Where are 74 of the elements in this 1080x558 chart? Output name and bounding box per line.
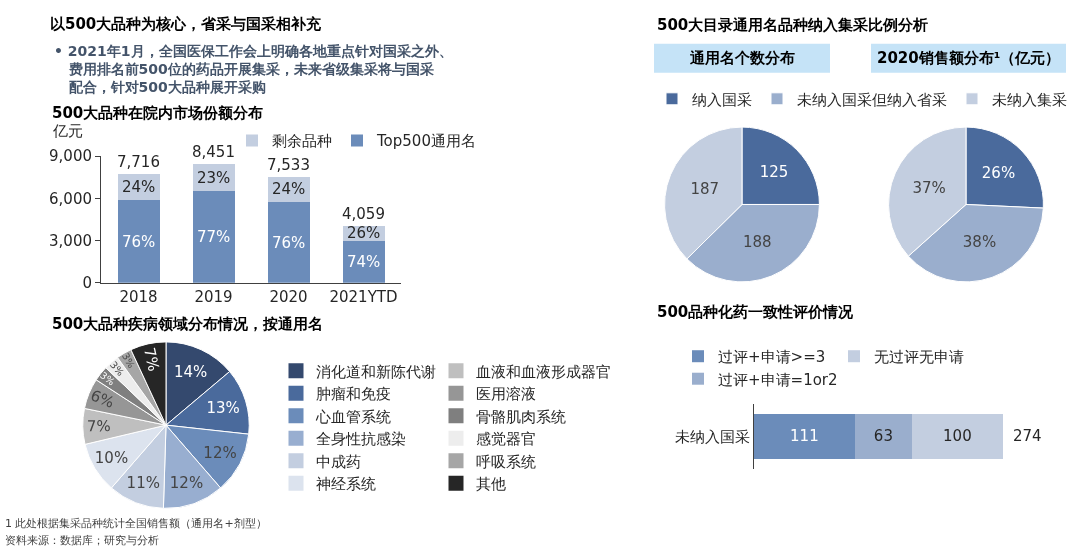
chart-subtitle: 通用名个数分布 (689, 49, 795, 67)
y-tick-label: 9,000 (49, 147, 92, 166)
annotation: 74% (347, 253, 381, 271)
data-label: 7% (86, 416, 111, 436)
legend-label: 剩余品种 (272, 132, 332, 151)
x-tick-label: 2020 (269, 287, 308, 306)
chart-title: 500大品种在院内市场份额分布 (52, 104, 264, 122)
annotation: 76% (272, 234, 306, 252)
data-label: 6% (87, 386, 117, 412)
legend-label: 呼吸系统 (476, 452, 536, 471)
chart-title: 2020销售额分布¹（亿元） (877, 49, 1061, 67)
annotation: 23% (197, 169, 231, 187)
text: • 2021年1月，全国医保工作会上明确各地重点针对国采之外、费用排名前500位的药品开展集采，未来省级集采将与国采配合，针对500大品种展开采购 (54, 43, 453, 96)
legend-label: 肿瘤和免疫 (316, 385, 391, 404)
data-label: 188 (742, 232, 772, 251)
data-label: 14% (174, 363, 208, 382)
data-label: 26% (981, 164, 1016, 183)
legend-label: 未纳入国采但纳入省采 (797, 90, 947, 109)
legend-label: 骨骼肌肉系统 (476, 407, 566, 426)
legend-label: 全身性抗感染 (316, 430, 406, 449)
data-label: 11% (126, 474, 160, 493)
legend-label: 过评+申请=1or2 (718, 370, 838, 389)
text: 以500大品种为核心，省采与国采相补充 (50, 15, 323, 33)
data-label: 63 (873, 427, 893, 446)
data-label: 12% (203, 444, 237, 463)
data-label: 37% (912, 178, 946, 197)
legend-label: 纳入国采 (692, 90, 752, 109)
legend-label: 神经系统 (316, 475, 376, 494)
y-tick-label: 未纳入国采 (675, 427, 750, 446)
legend-label: 心血管系统 (315, 407, 391, 426)
total-label: 4,059 (342, 205, 385, 223)
total-label: 274 (1013, 427, 1042, 445)
bar (267, 202, 310, 283)
data-label: 187 (690, 179, 720, 198)
chart-title: 500大品种疾病领域分布情况，按通用名 (52, 315, 324, 333)
total-label: 8,451 (192, 143, 235, 161)
data-label: 38% (962, 233, 997, 252)
bar (192, 191, 235, 283)
legend-label: Top500通用名 (376, 132, 476, 151)
legend-label: 未纳入集采 (992, 90, 1067, 109)
data-label: 7% (140, 345, 163, 374)
annotation: 24% (122, 178, 156, 196)
annotation: 26% (347, 224, 381, 242)
text: 资料来源：数据库；研究与分析 (5, 534, 159, 547)
annotation: 76% (122, 233, 156, 251)
legend-label: 感觉器官 (476, 430, 536, 449)
legend-label: 血液和血液形成器官 (476, 362, 611, 381)
data-label: 12% (169, 473, 204, 492)
total-label: 7,716 (117, 153, 160, 171)
x-tick-label: 2018 (119, 287, 158, 306)
annotation: 24% (272, 180, 306, 198)
legend-label: 无过评无申请 (874, 348, 964, 367)
data-label: 125 (759, 163, 789, 182)
bar (117, 200, 160, 283)
x-tick-label: 2021YTD (329, 287, 398, 306)
legend-label: 中成药 (316, 452, 361, 471)
x-tick-label: 2019 (194, 287, 233, 306)
chart-title: 500大目录通用名品种纳入集采比例分析 (657, 16, 929, 34)
data-label: 13% (206, 398, 240, 417)
legend-label: 过评+申请>=3 (718, 348, 826, 367)
y-tick-label: 0 (82, 274, 92, 293)
data-label: 10% (94, 449, 129, 468)
y-tick-label: 3,000 (49, 231, 92, 250)
text: 1 此处根据集采品种统计全国销售额（通用名+剂型） (5, 517, 267, 530)
legend-label: 医用溶液 (476, 385, 536, 404)
data-label: 100 (943, 427, 972, 446)
y-tick-label: 6,000 (49, 189, 92, 208)
chart-title: 500品种化药一致性评价情况 (657, 303, 855, 321)
total-label: 7,533 (267, 156, 310, 174)
legend-label: 消化道和新陈代谢 (316, 362, 436, 381)
data-label: 111 (790, 427, 819, 446)
annotation: 77% (197, 228, 231, 246)
y-axis-title: 亿元 (52, 122, 83, 140)
legend-label: 其他 (476, 475, 506, 494)
